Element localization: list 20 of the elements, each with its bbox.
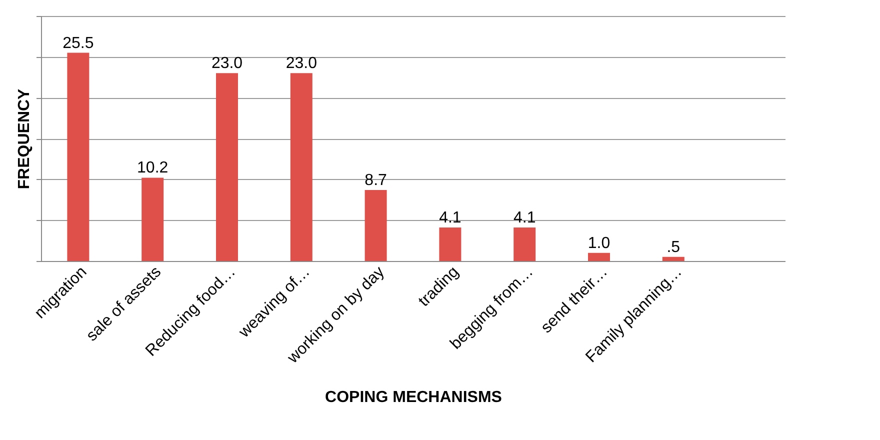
data-label: 4.1 [513,210,536,227]
data-label: 10.2 [137,160,168,177]
x-axis-title: COPING MECHANISMS [325,389,502,406]
data-label: 23.0 [286,55,318,72]
data-label: 8.7 [364,172,388,189]
bar [364,190,387,261]
data-label: 23.0 [211,55,243,72]
data-label: 25.5 [62,34,94,52]
bar [439,228,462,261]
y-axis-title: FREQUENCY [16,88,33,190]
bar [67,52,90,261]
data-label: .5 [666,238,680,256]
bar [142,178,164,261]
bar [588,252,610,261]
data-label: 4.1 [439,210,462,227]
bar [216,73,238,261]
bar [514,228,536,261]
bar [662,256,684,261]
bar [290,73,312,261]
data-label: 1.0 [588,234,610,252]
